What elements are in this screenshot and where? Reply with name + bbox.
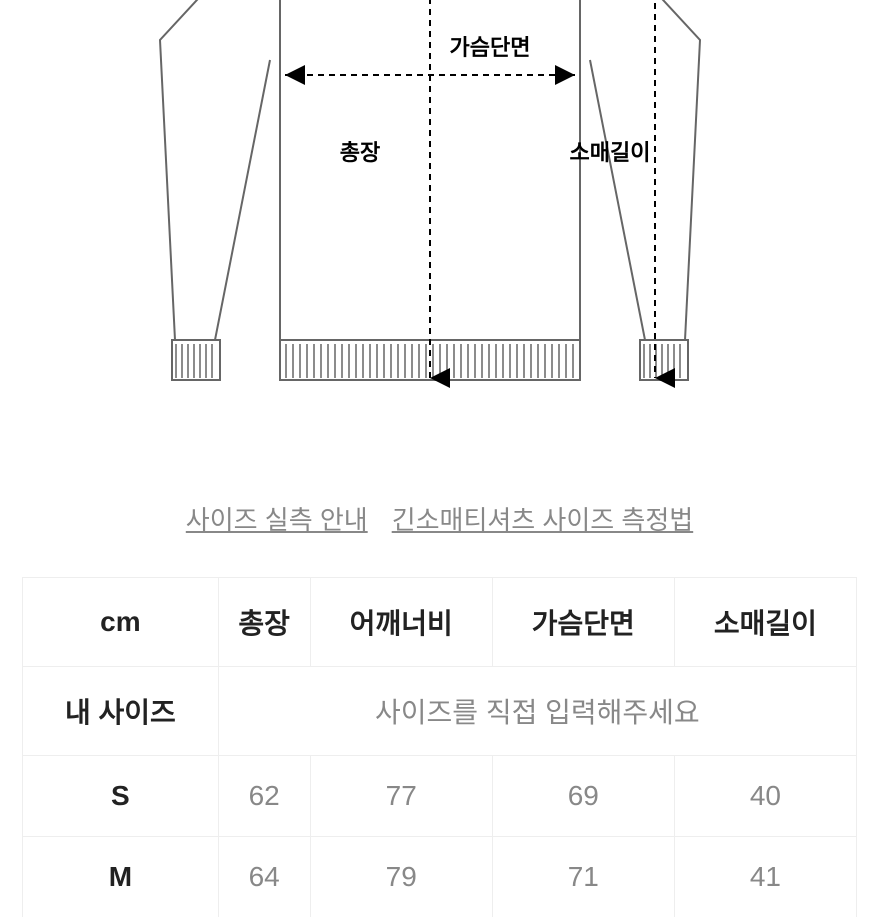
size-value: 41 (674, 837, 856, 917)
chest-label: 가슴단면 (450, 35, 531, 60)
measure-method-link[interactable]: 긴소매티셔츠 사이즈 측정법 (392, 500, 694, 537)
size-row: S 62 77 69 40 (23, 756, 857, 837)
col-header: 가슴단면 (492, 578, 674, 667)
col-header: 어깨너비 (310, 578, 492, 667)
size-table: cm 총장 어깨너비 가슴단면 소매길이 내 사이즈 사이즈를 직접 입력해주세… (22, 577, 857, 917)
size-guide-link[interactable]: 사이즈 실측 안내 (186, 500, 368, 537)
my-size-input[interactable]: 사이즈를 직접 입력해주세요 (218, 667, 856, 756)
length-label: 총장 (340, 140, 380, 165)
table-header-row: cm 총장 어깨너비 가슴단면 소매길이 (23, 578, 857, 667)
size-value: 79 (310, 837, 492, 917)
col-header: 소매길이 (674, 578, 856, 667)
size-label: M (23, 837, 219, 917)
help-links: 사이즈 실측 안내 긴소매티셔츠 사이즈 측정법 (0, 500, 879, 537)
col-header: 총장 (218, 578, 310, 667)
size-value: 77 (310, 756, 492, 837)
size-value: 62 (218, 756, 310, 837)
sleeve-label: 소매길이 (570, 140, 651, 165)
unit-header: cm (23, 578, 219, 667)
size-label: S (23, 756, 219, 837)
size-diagram: 가슴단면 총장 소매길이 (0, 0, 879, 420)
my-size-label: 내 사이즈 (23, 667, 219, 756)
size-value: 64 (218, 837, 310, 917)
size-value: 40 (674, 756, 856, 837)
size-value: 71 (492, 837, 674, 917)
size-value: 69 (492, 756, 674, 837)
my-size-row: 내 사이즈 사이즈를 직접 입력해주세요 (23, 667, 857, 756)
size-row: M 64 79 71 41 (23, 837, 857, 917)
